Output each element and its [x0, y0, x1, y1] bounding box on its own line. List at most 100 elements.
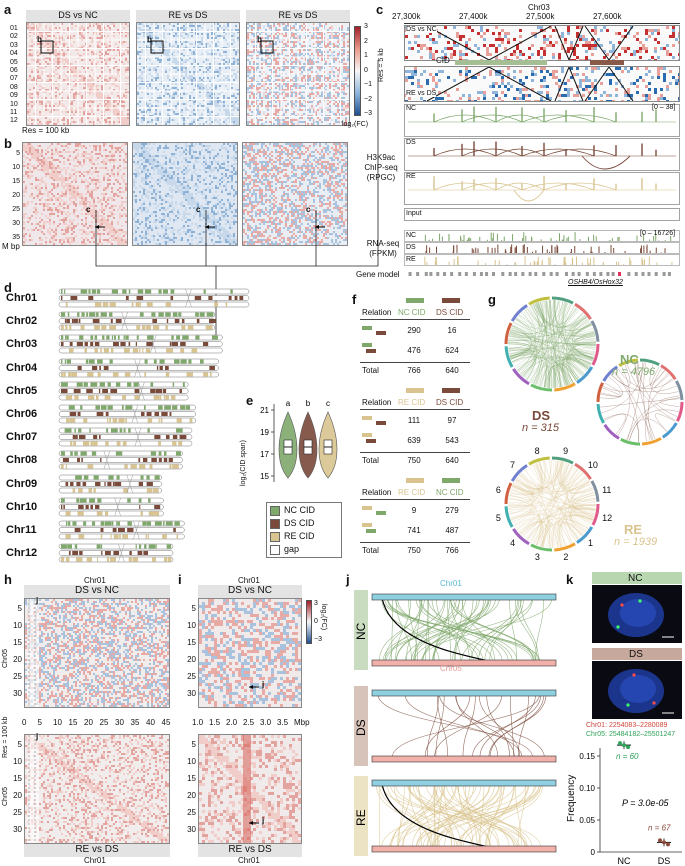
- a-ytick: 05: [10, 58, 18, 66]
- panel-label-a: a: [4, 2, 12, 17]
- panel-label-g: g: [488, 292, 496, 307]
- i-xtick: 1.5: [209, 718, 221, 727]
- a-colorbar-tick: 1: [364, 52, 368, 59]
- i-ytick-top: 20: [187, 655, 196, 664]
- j-row-label: NC: [354, 622, 368, 640]
- e-ytick: 15: [260, 472, 269, 481]
- k-nc-label: NC: [628, 573, 643, 584]
- b-yunit: M bp: [2, 242, 20, 251]
- i-ytick-bottom: 5: [191, 740, 196, 749]
- d-chrom-label: Chr05: [6, 384, 38, 397]
- a-title-1: DS vs NC: [26, 10, 130, 22]
- i-colorbar-tick: −3: [314, 636, 322, 643]
- j-row-label: DS: [354, 719, 368, 736]
- f-cell: 741: [407, 526, 421, 535]
- a-box-label-1: b: [37, 35, 42, 44]
- j-row-label: RE: [354, 809, 368, 826]
- f-col2-header: DS CID: [436, 308, 464, 317]
- e-legend-swatch: [270, 506, 280, 516]
- f-col1-header: RE CID: [398, 398, 426, 407]
- c-hm-1-pixels: [405, 26, 679, 60]
- i-xtick: 1.0: [192, 718, 204, 727]
- c-gene-model-label: Gene model: [356, 270, 400, 279]
- h-ytick-bottom: 30: [13, 825, 22, 834]
- b-ytick: 25: [12, 206, 20, 213]
- panel-label-e: e: [246, 393, 254, 408]
- c-heatmap-ds-vs-nc: [404, 25, 680, 61]
- f-relation-glyph-a: [362, 433, 372, 437]
- e-significance-letter: c: [326, 399, 330, 408]
- i-marker-top: j: [262, 680, 265, 689]
- c-gene-name: OSHB4/OsHox32: [568, 279, 623, 286]
- b-heatmap-1: [22, 142, 128, 246]
- j-link-plots: NC DS RE: [354, 590, 557, 856]
- i-top-chr: Chr01: [238, 576, 260, 585]
- g-chrom-number: 1: [587, 537, 593, 548]
- i-ytick-bottom: 10: [187, 757, 196, 766]
- panel-label-c: c: [376, 2, 384, 17]
- b-to-c-connector: [95, 60, 379, 336]
- d-chrom-ideogram: [58, 451, 183, 470]
- c-cid-bar-ds: [590, 60, 624, 65]
- g-chrom-number: 2: [563, 552, 569, 563]
- h-ytick-bottom: 10: [13, 757, 22, 766]
- f-relation-header: Relation: [362, 398, 392, 407]
- g-chrom-number: 7: [510, 460, 516, 471]
- d-chrom-label: Chr01: [6, 292, 38, 304]
- e-legend-label: NC CID: [284, 505, 315, 515]
- c-chip-label-2: ChIP-seq: [364, 163, 398, 172]
- h-hm-1-pixels: [25, 599, 169, 707]
- h-xtick: 45: [161, 718, 171, 727]
- c-xtick: 27,500k: [526, 12, 555, 21]
- d-chrom-label: Chr11: [6, 524, 37, 536]
- a-ytick: 12: [10, 117, 18, 125]
- g-chrom-number: 8: [534, 445, 540, 456]
- f-cell: 766: [407, 366, 421, 375]
- i-hm-1-pixels: [199, 599, 301, 707]
- f-relation-header: Relation: [362, 308, 392, 317]
- g-nc-n: n = 4796: [612, 366, 656, 378]
- c-hm-2-pixels: [405, 67, 679, 101]
- i-title-top: DS vs NC: [198, 585, 302, 598]
- a-title-3: RE vs DS: [246, 10, 350, 22]
- f-relation-glyph-a: [362, 343, 372, 347]
- g-ds-n: n = 315: [522, 422, 560, 434]
- d-chrom-ideogram: [58, 497, 164, 517]
- a-colorbar-tick: −2: [364, 95, 372, 103]
- h-ytick-bottom: 5: [17, 740, 22, 749]
- g-ds-label: DS: [532, 408, 551, 423]
- f-cell: 750: [407, 546, 421, 555]
- d-chrom-ideogram: [58, 404, 197, 424]
- b-ytick: 15: [12, 178, 20, 185]
- k-img-2-render: [608, 669, 674, 714]
- e-legend-frame: [266, 502, 342, 558]
- h-ytick-top: 10: [13, 621, 22, 630]
- a-colorbar-label: log₂(FC): [342, 121, 369, 128]
- i-ytick-bottom: 30: [187, 825, 196, 834]
- f-total-line: [360, 452, 470, 453]
- g-chrom-number: 12: [602, 513, 613, 524]
- k-ytick: 0.10: [579, 784, 595, 793]
- i-ytick-top: 10: [187, 621, 196, 630]
- a-ytick: 09: [10, 92, 18, 100]
- a-ytick: 07: [10, 75, 18, 83]
- k-n-nc: n = 60: [616, 752, 639, 761]
- a-hm-1-pixels: [27, 23, 129, 125]
- i-ytick-bottom: 15: [187, 774, 196, 783]
- i-xtick: 3.0: [260, 718, 272, 727]
- f-relation-glyph-b: [366, 439, 376, 443]
- f-cell: 97: [447, 416, 457, 425]
- f-total-label: Total: [362, 546, 379, 555]
- a-ytick: 10: [10, 100, 18, 108]
- f-relation-glyph-a: [362, 523, 372, 527]
- g-re-label: RE: [624, 522, 643, 537]
- h-heatmap-top: [24, 598, 170, 708]
- panel-label-k: k: [566, 572, 574, 587]
- b-marker-2: c: [196, 205, 201, 214]
- h-top-chr: Chr01: [84, 576, 106, 585]
- a-ytick: 02: [10, 33, 18, 41]
- f-cell: 766: [445, 546, 459, 555]
- g-chrom-number: 4: [510, 537, 516, 548]
- h-ytick-top: 25: [13, 672, 22, 681]
- h-ylabel-top: Chr05: [2, 648, 9, 668]
